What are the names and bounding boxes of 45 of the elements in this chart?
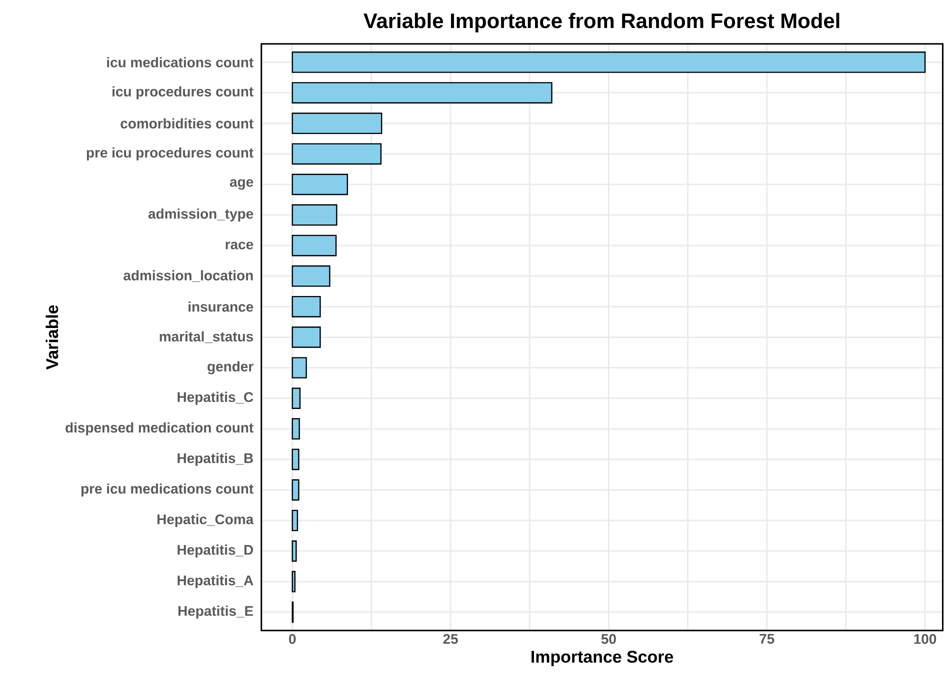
bar — [292, 570, 296, 592]
y-tick-label: Hepatitis_A — [178, 574, 254, 588]
bar — [292, 234, 337, 256]
y-tick-label: Hepatic_Coma — [158, 514, 254, 527]
y-tick-label: age — [230, 179, 254, 190]
bar — [292, 174, 348, 195]
y-tick-label: comorbidities count — [120, 118, 254, 128]
y-tick-label: icu procedures count — [112, 86, 254, 100]
y-tick-label: race — [226, 242, 254, 250]
y-tick-label: Hepatitis_D — [178, 544, 254, 558]
x-tick-label: 100 — [914, 634, 936, 644]
bar — [292, 296, 321, 318]
y-tick-label: marital_status — [160, 331, 254, 343]
x-tick-label: 75 — [760, 634, 774, 644]
bar — [292, 51, 926, 73]
bar — [292, 387, 301, 409]
bar — [292, 82, 552, 104]
y-tick-label: icu medications count — [107, 56, 254, 68]
y-tick-label: Hepatitis_E — [178, 605, 254, 618]
y-axis-title: Variable — [46, 305, 58, 370]
bar — [292, 143, 382, 164]
bar — [292, 356, 307, 378]
bar — [292, 479, 300, 500]
x-tick-label: 50 — [601, 634, 616, 644]
y-tick-label: admission_type — [148, 208, 254, 222]
x-axis-title: Importance Score — [532, 650, 674, 666]
bar — [292, 448, 300, 470]
y-tick-label: gender — [208, 361, 254, 374]
x-tick-label: 25 — [443, 634, 458, 644]
y-tick-label: pre icu medications count — [81, 483, 254, 496]
y-tick-label: pre icu procedures count — [86, 147, 254, 160]
bar — [292, 326, 321, 348]
bar — [292, 112, 382, 134]
y-tick-label: Hepatitis_C — [178, 392, 254, 405]
y-tick-label: Hepatitis_B — [178, 452, 253, 466]
chart-title: Variable Importance from Random Forest Model — [364, 12, 840, 32]
bar — [292, 204, 338, 226]
bar — [292, 265, 330, 287]
y-tick-label: dispensed medication count — [66, 422, 254, 436]
y-tick-label: admission_location — [124, 270, 253, 282]
y-tick-label: insurance — [188, 301, 254, 312]
bar — [292, 540, 297, 562]
x-tick-label: 0 — [289, 634, 296, 644]
bar — [292, 510, 298, 532]
bar — [292, 418, 300, 440]
